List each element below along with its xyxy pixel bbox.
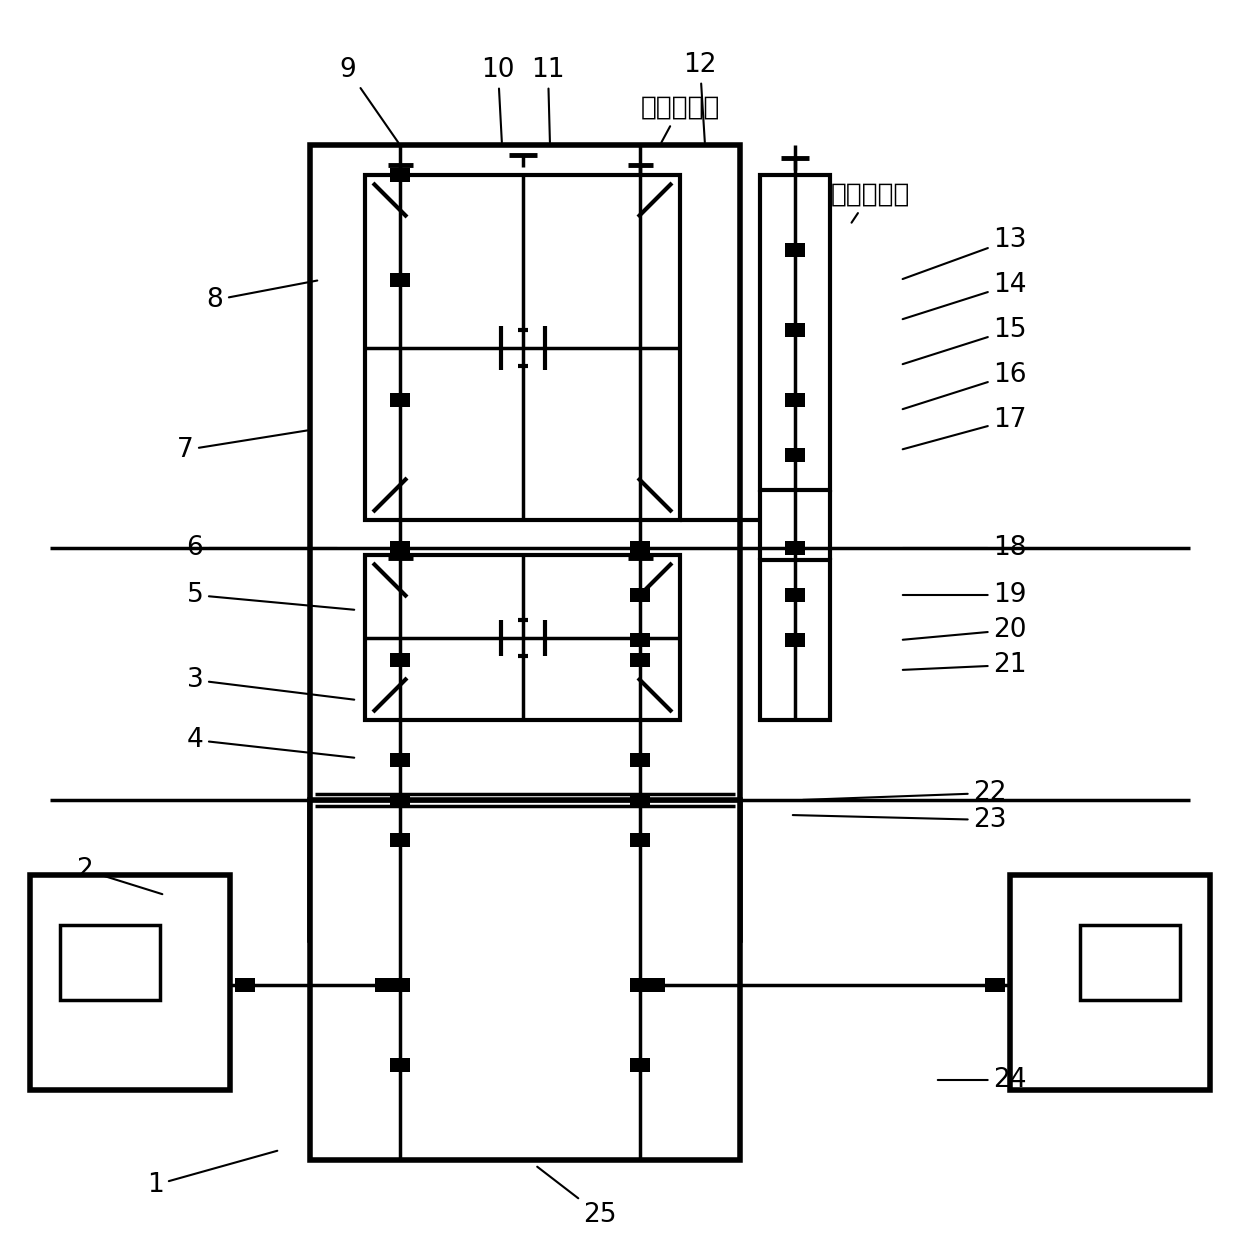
Text: 12: 12 bbox=[683, 52, 717, 142]
Bar bbox=[365, 175, 680, 520]
Bar bbox=[60, 925, 160, 1000]
Bar bbox=[645, 978, 665, 992]
Bar bbox=[310, 145, 740, 940]
Text: 19: 19 bbox=[903, 582, 1027, 608]
Text: 14: 14 bbox=[903, 272, 1027, 319]
Bar bbox=[1011, 875, 1210, 1090]
Text: 10: 10 bbox=[481, 58, 515, 142]
Bar bbox=[391, 832, 410, 848]
Bar bbox=[391, 541, 410, 555]
Text: 15: 15 bbox=[903, 318, 1027, 364]
Text: 6: 6 bbox=[187, 535, 337, 561]
Bar bbox=[391, 792, 410, 808]
Bar bbox=[785, 541, 805, 555]
Text: 11: 11 bbox=[531, 58, 564, 142]
Bar bbox=[785, 242, 805, 258]
Bar bbox=[391, 168, 410, 182]
Text: 18: 18 bbox=[903, 535, 1027, 561]
Text: 16: 16 bbox=[903, 362, 1027, 409]
Bar bbox=[310, 800, 740, 1160]
Bar bbox=[391, 752, 410, 768]
Bar bbox=[391, 652, 410, 668]
Text: 8: 8 bbox=[207, 280, 317, 312]
Bar bbox=[985, 978, 1004, 992]
Bar bbox=[391, 978, 410, 992]
Bar bbox=[236, 978, 255, 992]
Text: 9: 9 bbox=[340, 58, 398, 142]
Bar bbox=[30, 875, 229, 1090]
Bar bbox=[630, 541, 650, 555]
Bar bbox=[630, 832, 650, 848]
Bar bbox=[630, 632, 650, 648]
Text: 第一行星排: 第一行星排 bbox=[640, 95, 719, 142]
Bar bbox=[630, 652, 650, 668]
Bar bbox=[785, 322, 805, 338]
Bar bbox=[785, 632, 805, 648]
Bar bbox=[391, 272, 410, 288]
Bar bbox=[365, 555, 680, 720]
Text: 22: 22 bbox=[802, 780, 1007, 806]
Text: 5: 5 bbox=[187, 582, 355, 610]
Text: 17: 17 bbox=[903, 408, 1027, 449]
Bar bbox=[1080, 925, 1180, 1000]
Text: 20: 20 bbox=[903, 618, 1027, 642]
Bar bbox=[630, 978, 650, 992]
Bar bbox=[391, 392, 410, 408]
Bar bbox=[785, 392, 805, 408]
Bar bbox=[374, 978, 396, 992]
Bar bbox=[630, 588, 650, 602]
Bar bbox=[785, 448, 805, 462]
Text: 13: 13 bbox=[903, 228, 1027, 279]
Bar bbox=[630, 752, 650, 768]
Bar bbox=[760, 175, 830, 490]
Bar bbox=[630, 1058, 650, 1072]
Bar bbox=[785, 588, 805, 602]
Bar bbox=[760, 560, 830, 720]
Text: 第二行星排: 第二行星排 bbox=[831, 182, 910, 222]
Text: 1: 1 bbox=[146, 1151, 278, 1198]
Bar bbox=[391, 1058, 410, 1072]
Text: 25: 25 bbox=[537, 1166, 616, 1228]
Text: 24: 24 bbox=[937, 1068, 1027, 1092]
Bar bbox=[630, 792, 650, 808]
Text: 4: 4 bbox=[187, 728, 355, 758]
Text: 23: 23 bbox=[792, 808, 1007, 832]
Text: 21: 21 bbox=[903, 652, 1027, 678]
Text: 7: 7 bbox=[176, 430, 308, 462]
Text: 3: 3 bbox=[187, 668, 355, 700]
Text: 2: 2 bbox=[77, 858, 162, 894]
